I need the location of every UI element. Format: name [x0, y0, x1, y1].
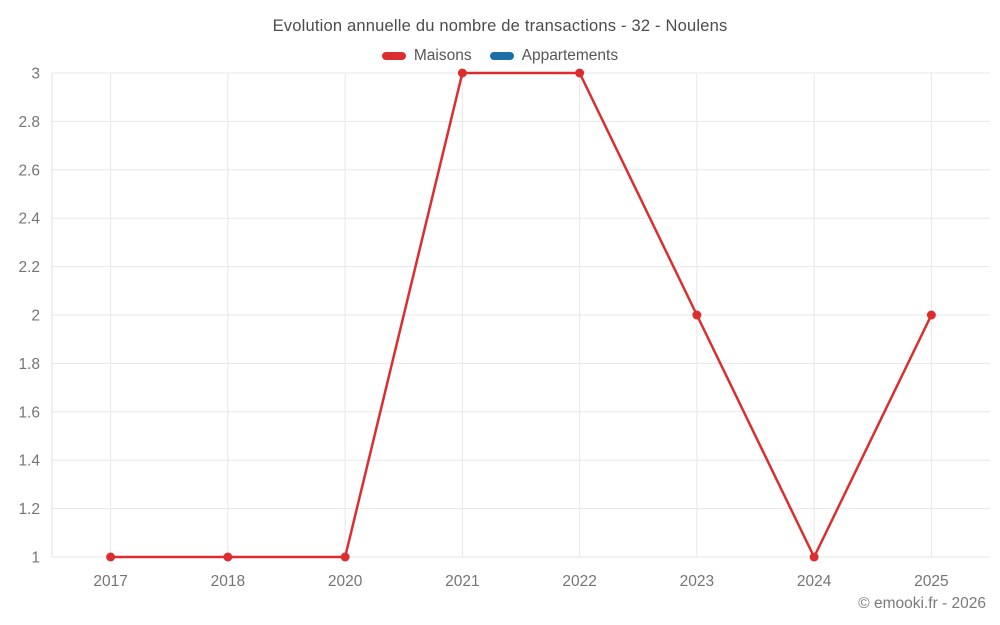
y-tick-label: 1.8 [18, 356, 40, 373]
y-tick-label: 2 [31, 308, 40, 325]
y-tick-label: 3 [31, 66, 40, 83]
y-tick-label: 2.2 [18, 259, 40, 276]
x-tick-label: 2021 [445, 573, 479, 590]
y-tick-label: 1.6 [18, 404, 40, 421]
data-point-maisons-2017[interactable] [106, 552, 116, 562]
y-tick-label: 2.8 [18, 114, 40, 131]
legend-swatch-icon [489, 52, 514, 60]
data-point-maisons-2020[interactable] [340, 552, 350, 562]
data-point-maisons-2023[interactable] [692, 310, 702, 320]
legend-swatch-icon [381, 52, 406, 60]
legend-label: Maisons [413, 47, 472, 64]
data-point-maisons-2024[interactable] [809, 552, 819, 562]
x-tick-label: 2025 [914, 573, 948, 590]
data-point-maisons-2021[interactable] [457, 68, 467, 78]
x-tick-label: 2022 [562, 573, 596, 590]
x-tick-label: 2020 [328, 573, 363, 590]
legend-item-maisons[interactable]: Maisons [381, 47, 472, 65]
data-point-maisons-2022[interactable] [575, 68, 585, 78]
series-line-maisons [109, 71, 933, 559]
x-tick-label: 2023 [680, 573, 714, 590]
chart-title: Evolution annuelle du nombre de transact… [272, 17, 728, 35]
x-tick-label: 2017 [93, 573, 127, 590]
y-tick-label: 2.6 [18, 162, 40, 179]
y-tick-label: 2.4 [18, 211, 40, 228]
data-point-maisons-2025[interactable] [926, 310, 936, 320]
x-tick-label: 2018 [211, 573, 245, 590]
legend: Maisons Appartements [0, 47, 1000, 65]
legend-label: Appartements [521, 47, 619, 64]
y-tick-label: 1.2 [18, 501, 40, 518]
y-tick-label: 1 [31, 550, 40, 567]
x-tick-label: 2024 [797, 573, 832, 590]
copyright-text: © emooki.fr - 2026 [858, 595, 986, 612]
data-point-maisons-2018[interactable] [223, 552, 233, 562]
y-tick-label: 1.4 [18, 453, 40, 470]
legend-item-appartements[interactable]: Appartements [489, 47, 619, 65]
